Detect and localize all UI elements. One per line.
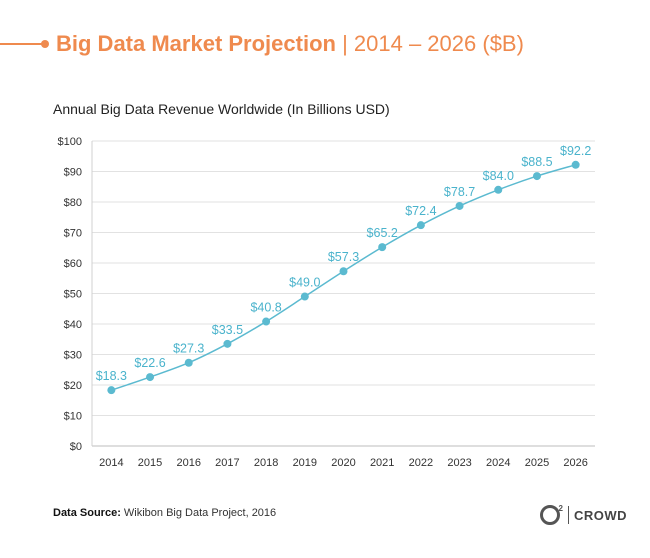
y-tick-label: $10 — [64, 411, 82, 423]
series-line — [111, 164, 576, 391]
data-point — [107, 386, 116, 395]
x-tick-label: 2015 — [138, 457, 162, 469]
x-tick-label: 2016 — [176, 457, 200, 469]
x-tick-label: 2021 — [370, 457, 394, 469]
g2-crowd-logo: 2 CROWD — [540, 504, 627, 526]
x-tick-label: 2023 — [447, 457, 471, 469]
data-point — [300, 292, 309, 301]
x-tick-label: 2018 — [254, 457, 278, 469]
data-label: $49.0 — [289, 276, 320, 290]
data-point — [494, 185, 503, 194]
y-tick-label: $70 — [64, 228, 82, 240]
data-label: $65.2 — [367, 226, 398, 240]
data-point — [223, 339, 232, 348]
x-tick-label: 2017 — [215, 457, 239, 469]
x-tick-label: 2025 — [525, 457, 549, 469]
data-point — [262, 317, 271, 326]
data-label: $22.6 — [134, 356, 165, 370]
y-tick-label: $90 — [64, 167, 82, 179]
data-label: $27.3 — [173, 342, 204, 356]
g2-logo-icon: 2 — [540, 504, 563, 525]
title-subtitle: 2014 – 2026 ($B) — [353, 31, 524, 56]
x-tick-label: 2019 — [293, 457, 317, 469]
data-label: $40.8 — [250, 301, 281, 315]
y-tick-label: $100 — [58, 136, 82, 148]
chart-title: Annual Big Data Revenue Worldwide (In Bi… — [53, 101, 390, 117]
data-source-text: Wikibon Big Data Project, 2016 — [120, 507, 277, 519]
data-point — [571, 160, 580, 169]
y-tick-label: $20 — [64, 380, 82, 392]
data-source-label: Data Source: — [53, 507, 121, 519]
g2-logo-superscript: 2 — [558, 504, 563, 513]
y-tick-label: $60 — [64, 258, 82, 270]
x-tick-label: 2022 — [409, 457, 433, 469]
page-title: Big Data Market Projection | 2014 – 2026… — [56, 30, 524, 58]
data-point — [378, 243, 387, 252]
y-tick-label: $80 — [64, 197, 82, 209]
logo-text: CROWD — [574, 507, 628, 523]
data-source: Data Source: Wikibon Big Data Project, 2… — [53, 507, 276, 519]
y-tick-label: $40 — [64, 319, 82, 331]
y-tick-label: $0 — [70, 441, 82, 453]
data-label: $72.4 — [405, 204, 436, 218]
y-tick-label: $30 — [64, 350, 82, 362]
title-separator: | — [335, 31, 354, 56]
data-label: $57.3 — [328, 250, 359, 264]
title-main: Big Data Market Projection — [56, 31, 336, 56]
logo-divider — [568, 506, 569, 524]
data-point — [184, 358, 193, 367]
data-label: $33.5 — [212, 323, 243, 337]
data-label: $78.7 — [444, 185, 475, 199]
data-point — [339, 267, 348, 276]
data-point — [146, 373, 155, 382]
x-tick-label: 2024 — [486, 457, 510, 469]
data-point — [532, 172, 541, 181]
data-label: $92.2 — [560, 144, 591, 158]
data-label: $18.3 — [96, 369, 127, 383]
data-point — [416, 221, 425, 230]
data-label: $84.0 — [483, 169, 514, 183]
header-accent-line — [0, 43, 44, 45]
header-accent-dot — [41, 40, 49, 48]
x-tick-label: 2026 — [563, 457, 587, 469]
y-tick-label: $50 — [64, 289, 82, 301]
data-point — [455, 201, 464, 210]
x-tick-label: 2014 — [99, 457, 123, 469]
data-label: $88.5 — [521, 155, 552, 169]
x-tick-label: 2020 — [331, 457, 355, 469]
